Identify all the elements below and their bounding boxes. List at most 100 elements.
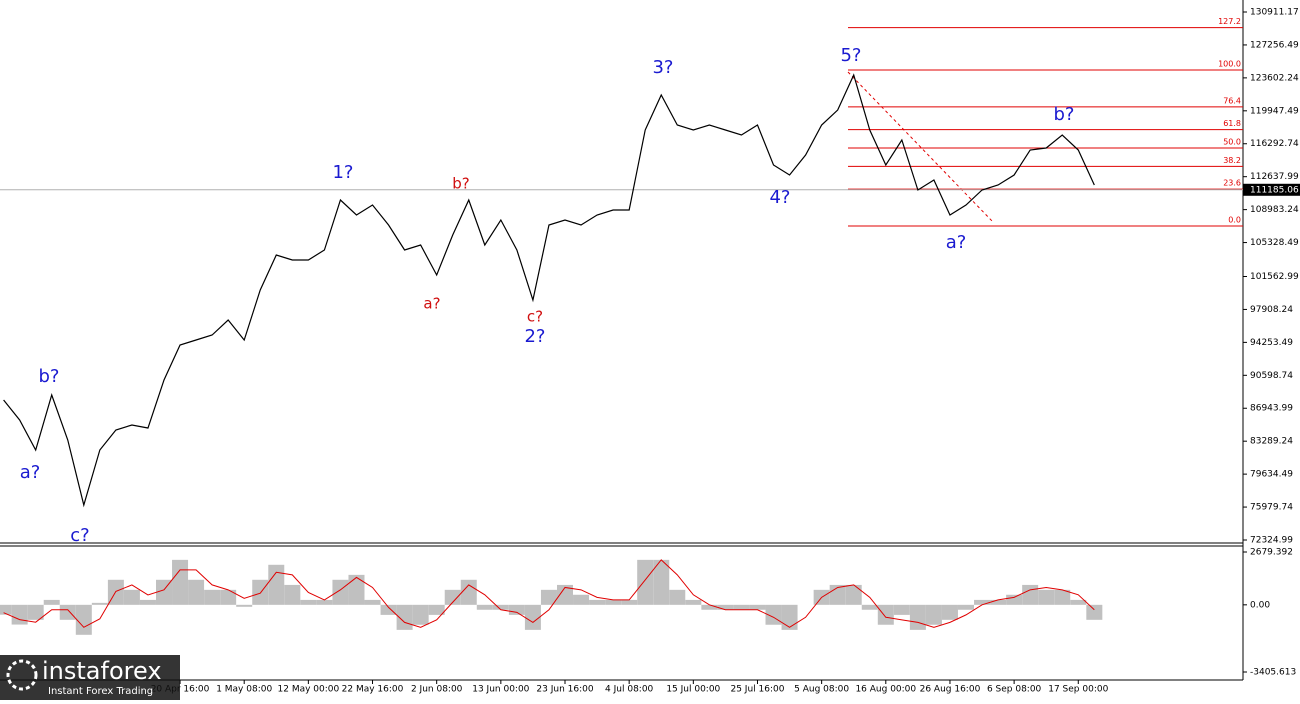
x-tick-label: 16 Aug 00:00 — [855, 685, 916, 695]
histogram-bar — [59, 604, 76, 620]
y-tick-label: 130911.17 — [1250, 8, 1299, 18]
x-tick-label: 15 Jul 00:00 — [666, 685, 720, 695]
histogram-bar — [990, 599, 1007, 605]
histogram-bar — [749, 604, 766, 610]
y-tick-label: 2679.392 — [1250, 547, 1293, 557]
y-tick-label: 90598.74 — [1250, 371, 1293, 381]
histogram-bar — [958, 604, 974, 610]
y-tick-label: 86943.99 — [1250, 404, 1293, 414]
logo-tagline: Instant Forex Trading — [48, 686, 153, 697]
x-tick-label: 17 Sep 00:00 — [1048, 685, 1108, 695]
fib-level-label: 50.0 — [1223, 137, 1241, 146]
wave-label: 1? — [332, 162, 353, 183]
histogram-bar — [845, 584, 862, 605]
histogram-bar — [925, 604, 942, 625]
logo-icon — [6, 659, 38, 691]
fib-level-label: 0.0 — [1228, 216, 1241, 225]
histogram-bar — [0, 604, 12, 615]
wave-label: 5? — [840, 45, 861, 66]
histogram-bar — [444, 589, 461, 605]
y-tick-label: 83289.24 — [1250, 437, 1293, 447]
y-tick-label: 79634.49 — [1250, 470, 1293, 480]
histogram-bar — [524, 604, 541, 630]
histogram-bar — [621, 599, 638, 605]
histogram-bar — [380, 604, 397, 615]
logo-brand: instaforex — [42, 657, 162, 685]
histogram-bar — [428, 604, 445, 615]
histogram-bar — [589, 599, 606, 605]
histogram-bar — [653, 559, 670, 605]
histogram-bar — [91, 602, 108, 605]
histogram-bar — [1070, 599, 1087, 605]
histogram-bar — [941, 604, 958, 620]
wave-label: a? — [946, 232, 967, 253]
y-tick-label: 105328.49 — [1250, 238, 1299, 248]
x-tick-label: 12 May 00:00 — [278, 685, 340, 695]
histogram-bar — [877, 604, 894, 625]
x-tick-label: 4 Jul 08:00 — [605, 685, 654, 695]
histogram-bar — [252, 579, 269, 605]
histogram-bar — [1022, 584, 1039, 605]
x-tick-label: 6 Sep 08:00 — [987, 685, 1042, 695]
histogram-bar — [557, 584, 573, 605]
wave-label: a? — [20, 462, 41, 483]
histogram-bar — [861, 604, 878, 610]
histogram-bar — [300, 599, 317, 605]
wave-label: c? — [70, 525, 89, 546]
x-tick-label: 23 Jun 16:00 — [536, 685, 593, 695]
histogram-bar — [1054, 589, 1071, 605]
y-tick-label: 72324.99 — [1250, 535, 1293, 545]
histogram-bar — [476, 604, 493, 610]
fib-level-label: 100.0 — [1218, 59, 1241, 68]
histogram-bar — [733, 604, 750, 610]
x-tick-label: 22 May 16:00 — [342, 685, 404, 695]
y-tick-label: 97908.24 — [1250, 305, 1293, 315]
wave-label: a? — [423, 295, 440, 313]
histogram-bar — [637, 559, 654, 605]
histogram-bar — [332, 579, 349, 605]
histogram-bar — [188, 579, 205, 605]
y-tick-label: 101562.99 — [1250, 272, 1299, 282]
trend-line — [847, 71, 994, 223]
histogram-bar — [909, 604, 926, 630]
x-tick-label: 2 Jun 08:00 — [411, 685, 463, 695]
histogram-bar — [156, 579, 172, 605]
wave-label: b? — [1054, 104, 1075, 125]
y-tick-label: 108983.24 — [1250, 205, 1299, 215]
histogram-bar — [364, 599, 381, 605]
y-tick-label: -3405.613 — [1250, 667, 1296, 677]
histogram-bar — [1006, 594, 1023, 605]
histogram-bar — [139, 599, 156, 605]
histogram-bar — [1038, 589, 1055, 605]
x-tick-label: 26 Aug 16:00 — [920, 685, 981, 695]
histogram-bar — [605, 599, 622, 605]
histogram-bar — [220, 589, 237, 605]
histogram-bar — [701, 604, 718, 610]
fib-level-label: 38.2 — [1223, 156, 1241, 165]
histogram-bar — [348, 574, 365, 605]
x-tick-label: 25 Jul 16:00 — [730, 685, 784, 695]
histogram-bar — [236, 604, 253, 607]
y-tick-label: 0.00 — [1250, 600, 1270, 610]
wave-label: 4? — [769, 187, 790, 208]
fib-level-label: 23.6 — [1223, 179, 1241, 188]
logo: instaforex Instant Forex Trading — [0, 655, 180, 700]
histogram-bar — [204, 589, 221, 605]
histogram-bar — [123, 589, 140, 605]
histogram-bar — [460, 579, 477, 605]
fib-level-label: 76.4 — [1223, 96, 1241, 105]
price-line — [3, 73, 1095, 508]
histogram-bar — [75, 604, 92, 635]
histogram-bar — [284, 584, 301, 605]
fib-level-label: 61.8 — [1223, 119, 1241, 128]
wave-label: 2? — [524, 326, 545, 347]
histogram-bar — [11, 604, 28, 625]
histogram-bar — [685, 599, 702, 605]
histogram-bar — [316, 599, 333, 605]
histogram-bar — [268, 564, 285, 605]
y-tick-label: 119947.49 — [1250, 106, 1299, 116]
histogram-bar — [540, 589, 557, 605]
current-price-box — [1243, 183, 1300, 196]
